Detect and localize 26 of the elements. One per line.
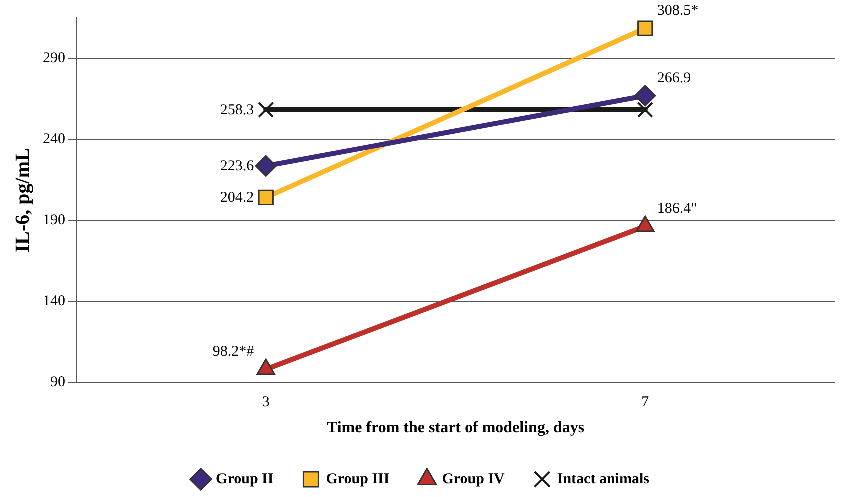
data-label: 308.5* bbox=[657, 2, 699, 19]
data-label: 186.4" bbox=[657, 200, 698, 217]
point bbox=[258, 190, 274, 206]
legend-label: Intact animals bbox=[557, 471, 650, 488]
y-tick-label: 140 bbox=[43, 294, 66, 310]
y-tick-label: 90 bbox=[50, 374, 66, 391]
point bbox=[638, 20, 654, 36]
x-tick-label: 7 bbox=[642, 394, 650, 411]
y-tick-label: 290 bbox=[43, 50, 66, 66]
y-tick-label: 190 bbox=[43, 212, 66, 229]
legend-label: Group IV bbox=[442, 471, 506, 488]
legend-label: Group II bbox=[216, 471, 274, 488]
data-label: 204.2 bbox=[220, 190, 254, 206]
point bbox=[637, 102, 654, 118]
data-label: 98.2*# bbox=[212, 344, 255, 360]
y-axis-title: IL-6, pg/mL bbox=[12, 148, 34, 253]
legend-label: Group III bbox=[326, 471, 390, 488]
data-label: 223.6 bbox=[220, 158, 255, 175]
data-label: 266.9 bbox=[657, 70, 692, 86]
data-label: 258.3 bbox=[220, 102, 254, 118]
x-tick-label: 3 bbox=[262, 394, 270, 411]
x-axis-title: Time from the start of modeling, days bbox=[326, 420, 585, 437]
point bbox=[634, 85, 656, 107]
point bbox=[258, 102, 274, 118]
y-tick-label: 240 bbox=[43, 132, 66, 148]
point bbox=[255, 155, 277, 177]
